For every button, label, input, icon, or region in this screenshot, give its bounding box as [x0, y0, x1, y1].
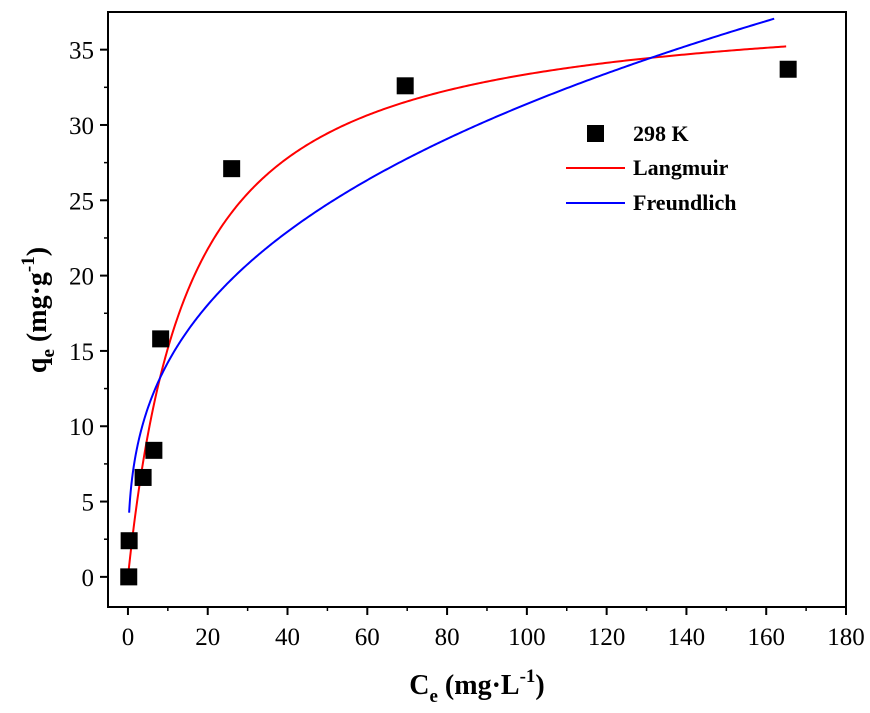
- data-points: [120, 60, 797, 586]
- x-tick-label: 40: [275, 624, 300, 651]
- curve-freundlich: [128, 17, 775, 513]
- y-tick-label: 25: [69, 188, 94, 215]
- x-tick-label: 160: [747, 624, 785, 651]
- legend-marker-298k: [587, 125, 604, 142]
- data-point: [223, 160, 241, 178]
- data-point: [396, 77, 414, 95]
- fit-curves: [127, 17, 787, 570]
- y-tick-label: 5: [82, 490, 95, 517]
- x-tick-label: 100: [508, 624, 546, 651]
- data-point: [779, 60, 797, 78]
- y-tick-label: 10: [69, 414, 94, 441]
- y-tick-label: 35: [69, 38, 94, 65]
- legend: 298 K Langmuir Freundlich: [566, 121, 737, 215]
- x-tick-label: 180: [827, 624, 865, 651]
- x-tick-label: 120: [588, 624, 626, 651]
- x-axis-ticks: 0 20 40 60 80 100 120 140 160 180: [122, 607, 865, 651]
- x-tick-label: 60: [355, 624, 380, 651]
- data-point: [120, 568, 138, 586]
- x-tick-label: 0: [122, 624, 135, 651]
- y-tick-label: 20: [69, 264, 94, 291]
- data-point: [152, 330, 170, 348]
- legend-label-298k: 298 K: [633, 121, 689, 146]
- plot-frame: [107, 11, 847, 608]
- y-tick-label: 0: [82, 565, 95, 592]
- x-tick-label: 20: [195, 624, 220, 651]
- legend-item-freundlich: Freundlich: [566, 190, 737, 215]
- data-point: [120, 532, 138, 550]
- data-point: [145, 441, 163, 459]
- x-tick-label: 140: [668, 624, 706, 651]
- y-tick-label: 15: [69, 339, 94, 366]
- y-tick-label: 30: [69, 113, 94, 140]
- y-axis-ticks: 0 5 10 15 20 25 30 35: [69, 38, 108, 592]
- legend-label-freundlich: Freundlich: [633, 190, 737, 215]
- legend-label-langmuir: Langmuir: [633, 155, 729, 180]
- y-axis-title: qe (mg·g-1): [18, 247, 59, 373]
- legend-item-298k: 298 K: [587, 121, 689, 146]
- curve-langmuir: [127, 45, 787, 570]
- legend-item-langmuir: Langmuir: [566, 155, 729, 180]
- x-axis-title: Ce (mg·L-1): [409, 666, 545, 707]
- data-point: [134, 468, 152, 486]
- x-tick-label: 80: [435, 624, 460, 651]
